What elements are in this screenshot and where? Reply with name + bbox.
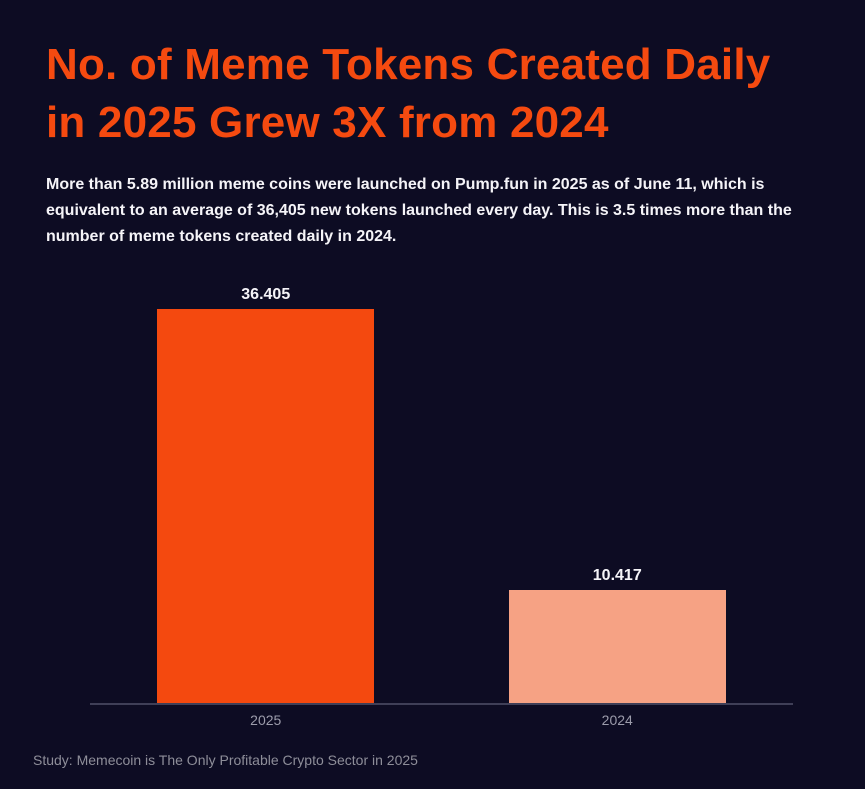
x-axis-ticks: 2025 2024: [90, 705, 793, 728]
bar-slot-2024: 10.417: [442, 567, 794, 703]
page-title-line-2: in 2025 Grew 3X from 2024: [46, 98, 609, 147]
plot-area: 36.405 10.417: [90, 286, 794, 705]
x-tick-label-2025: 2025: [250, 712, 282, 728]
page-title: No. of Meme Tokens Created Daily in 2025…: [46, 36, 770, 152]
description-text: More than 5.89 million meme coins were l…: [46, 176, 792, 245]
source-note: Study: Memecoin is The Only Profitable C…: [33, 752, 418, 768]
bar-chart: 36.405 10.417 2025 2024: [90, 286, 794, 728]
x-tick-label-2024: 2024: [601, 712, 633, 728]
page-title-line-1: No. of Meme Tokens Created Daily: [46, 40, 771, 89]
bar-value-label-2024: 10.417: [592, 567, 642, 584]
bar-value-label-2025: 36.405: [241, 286, 291, 303]
bar-slot-2025: 36.405: [90, 286, 442, 703]
bar-2025: [157, 309, 375, 703]
bar-2024: [508, 590, 726, 703]
